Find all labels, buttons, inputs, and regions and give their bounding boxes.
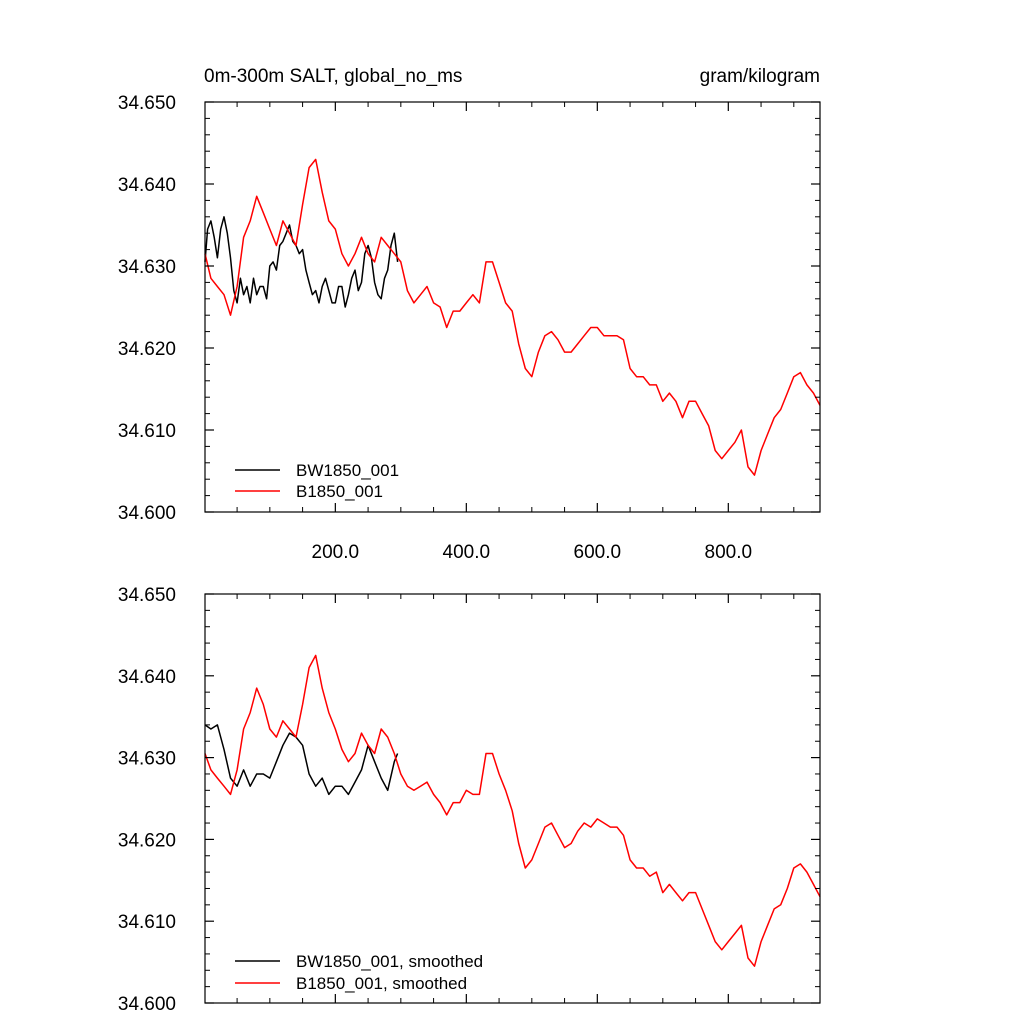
plot-frame-top <box>204 101 821 513</box>
series-line-top-1 <box>204 158 821 476</box>
chart-units-label: gram/kilogram <box>700 66 820 87</box>
y-tick-label: 34.640 <box>118 667 176 688</box>
y-tick-label: 34.650 <box>118 93 176 114</box>
x-tick-label: 200.0 <box>312 542 360 563</box>
y-tick-label: 34.620 <box>118 830 176 851</box>
x-tick-label: 800.0 <box>705 542 753 563</box>
plot-panel-top: 34.600 34.610 34.620 34.630 34.640 34.650 200.… <box>118 93 821 563</box>
y-tick-label: 34.640 <box>118 175 176 196</box>
series-line-top-0 <box>204 216 399 308</box>
top-legend: BW1850_001 B1850_001 <box>235 461 399 501</box>
legend-label-b1850: B1850_001 <box>296 482 383 501</box>
y-tick-label: 34.600 <box>118 503 176 524</box>
bottom-legend: BW1850_001, smoothed B1850_001, smoothed <box>235 952 483 993</box>
legend-label-bw1850-smoothed: BW1850_001, smoothed <box>296 952 483 971</box>
y-tick-label: 34.630 <box>118 749 176 770</box>
legend-label-b1850-smoothed: B1850_001, smoothed <box>296 974 467 993</box>
x-tick-label: 600.0 <box>574 542 622 563</box>
y-tick-label: 34.650 <box>118 585 176 606</box>
chart-title: 0m-300m SALT, global_no_ms <box>204 66 462 87</box>
plot-frame-bottom <box>204 593 821 1004</box>
series-line-bottom-1 <box>204 654 821 967</box>
plot-panel-bottom: 34.600 34.610 34.620 34.630 34.640 34.650 <box>118 585 821 1015</box>
legend-label-bw1850: BW1850_001 <box>296 461 399 480</box>
x-tick-label: 400.0 <box>443 542 491 563</box>
y-tick-label: 34.600 <box>118 994 176 1015</box>
y-tick-label: 34.610 <box>118 912 176 933</box>
plot-layer: 34.600 34.610 34.620 34.630 34.640 34.650 200.… <box>118 93 821 1015</box>
y-tick-label: 34.620 <box>118 339 176 360</box>
y-tick-label: 34.610 <box>118 421 176 442</box>
y-tick-label: 34.630 <box>118 257 176 278</box>
